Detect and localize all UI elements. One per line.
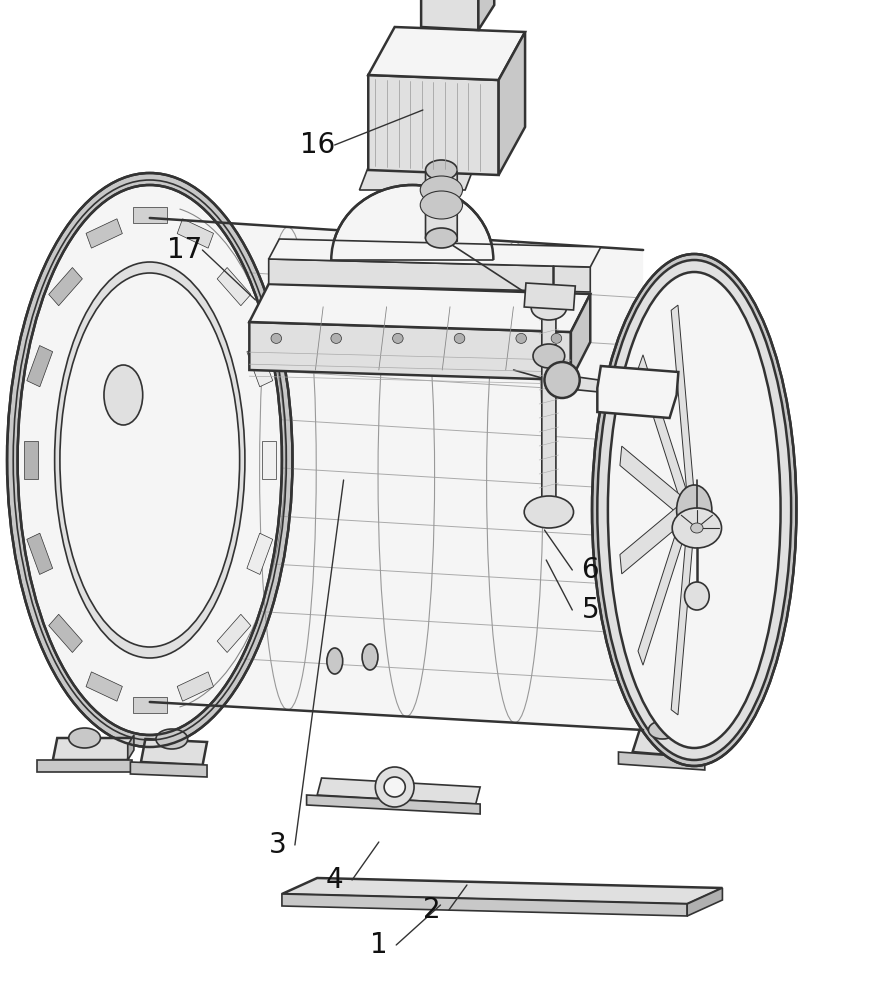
Ellipse shape [375, 767, 414, 807]
Ellipse shape [677, 485, 712, 535]
Polygon shape [269, 239, 601, 267]
Polygon shape [426, 170, 457, 241]
Ellipse shape [544, 362, 580, 398]
Polygon shape [478, 0, 494, 30]
Polygon shape [421, 0, 478, 30]
Polygon shape [86, 672, 122, 701]
Polygon shape [671, 305, 693, 491]
Polygon shape [671, 529, 693, 715]
Ellipse shape [420, 176, 463, 204]
Ellipse shape [531, 296, 566, 320]
Polygon shape [499, 32, 525, 175]
Polygon shape [133, 207, 167, 223]
Ellipse shape [104, 365, 143, 425]
Polygon shape [262, 441, 276, 479]
Ellipse shape [18, 185, 282, 735]
Polygon shape [638, 355, 685, 502]
Polygon shape [48, 614, 82, 652]
Polygon shape [130, 762, 207, 777]
Ellipse shape [672, 508, 722, 548]
Ellipse shape [691, 523, 703, 533]
Ellipse shape [455, 333, 465, 343]
Ellipse shape [55, 262, 245, 658]
Ellipse shape [597, 260, 791, 760]
Ellipse shape [648, 721, 677, 739]
Ellipse shape [327, 648, 343, 674]
Ellipse shape [362, 644, 378, 670]
Ellipse shape [384, 777, 405, 797]
Polygon shape [368, 27, 525, 80]
Ellipse shape [516, 333, 527, 343]
Polygon shape [359, 167, 474, 190]
Text: 4: 4 [326, 866, 344, 894]
Polygon shape [37, 760, 132, 772]
Polygon shape [141, 739, 207, 765]
Ellipse shape [552, 333, 562, 343]
Polygon shape [282, 878, 722, 904]
Polygon shape [249, 284, 590, 332]
Text: 6: 6 [581, 556, 599, 584]
Ellipse shape [524, 496, 574, 528]
Polygon shape [218, 268, 251, 306]
Polygon shape [317, 778, 480, 804]
Polygon shape [177, 672, 213, 701]
Polygon shape [48, 268, 82, 306]
Polygon shape [282, 894, 687, 916]
Text: 16: 16 [300, 131, 335, 159]
Polygon shape [269, 259, 590, 292]
Ellipse shape [393, 333, 403, 343]
Polygon shape [26, 346, 53, 387]
Polygon shape [620, 446, 680, 514]
Polygon shape [618, 752, 705, 770]
Polygon shape [53, 738, 132, 760]
Polygon shape [249, 322, 571, 380]
Ellipse shape [156, 729, 188, 749]
Text: 17: 17 [167, 236, 203, 264]
Polygon shape [247, 346, 273, 387]
Ellipse shape [69, 728, 100, 748]
Polygon shape [633, 730, 712, 758]
Ellipse shape [271, 333, 282, 343]
Ellipse shape [426, 228, 457, 248]
Ellipse shape [608, 272, 781, 748]
Polygon shape [86, 219, 122, 248]
Polygon shape [638, 518, 685, 665]
Ellipse shape [331, 333, 342, 343]
Polygon shape [133, 697, 167, 713]
Polygon shape [542, 308, 556, 514]
Polygon shape [247, 533, 273, 574]
Ellipse shape [7, 173, 292, 747]
Polygon shape [687, 888, 722, 916]
Polygon shape [307, 795, 480, 814]
Polygon shape [524, 283, 575, 310]
Ellipse shape [685, 582, 709, 610]
Polygon shape [218, 614, 251, 652]
Ellipse shape [331, 185, 493, 335]
Ellipse shape [533, 344, 565, 368]
Polygon shape [128, 735, 134, 760]
Polygon shape [26, 533, 53, 574]
Ellipse shape [60, 273, 240, 647]
Ellipse shape [420, 191, 463, 219]
Polygon shape [368, 75, 499, 175]
Polygon shape [177, 219, 213, 248]
Polygon shape [24, 441, 38, 479]
Polygon shape [597, 366, 678, 418]
Ellipse shape [426, 160, 457, 180]
Text: 2: 2 [423, 896, 440, 924]
Text: 5: 5 [581, 596, 599, 624]
Ellipse shape [592, 254, 796, 766]
Polygon shape [150, 218, 643, 730]
Polygon shape [571, 294, 590, 380]
Polygon shape [620, 506, 680, 574]
Text: 3: 3 [269, 831, 286, 859]
Text: 1: 1 [370, 931, 388, 959]
Polygon shape [549, 373, 599, 392]
